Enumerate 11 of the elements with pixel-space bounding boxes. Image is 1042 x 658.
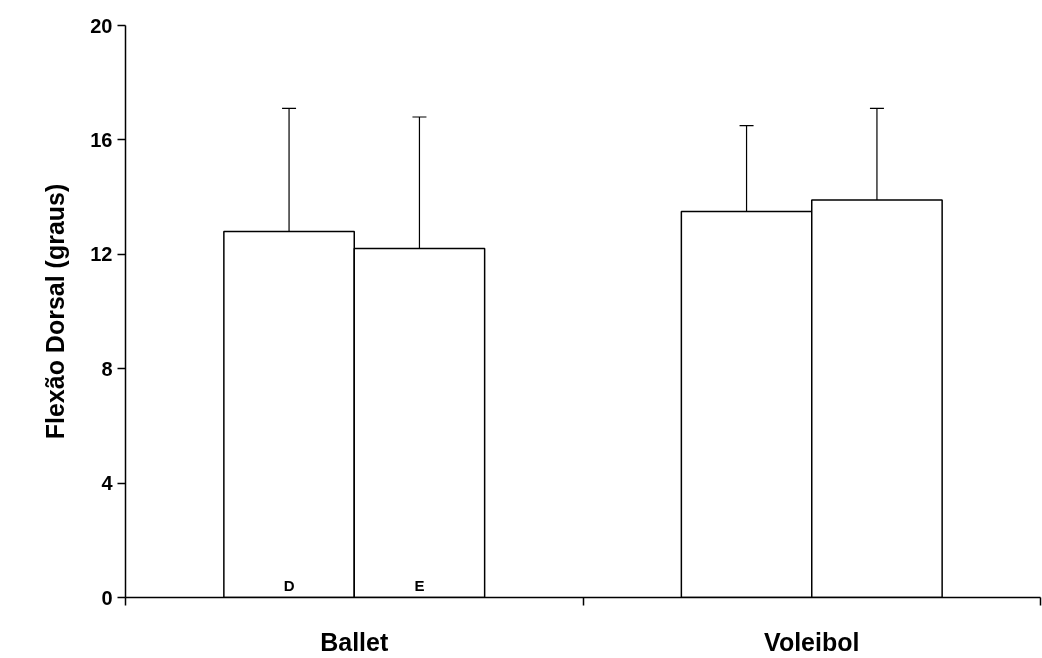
y-tick-label: 16 xyxy=(90,128,113,151)
y-tick-label: 12 xyxy=(90,243,113,266)
x-tick-label: Ballet xyxy=(320,627,389,656)
y-axis-title: Flexão Dorsal (graus) xyxy=(41,183,70,440)
y-tick-label: 8 xyxy=(101,357,113,380)
y-tick-label: 20 xyxy=(90,14,113,37)
series-label: D xyxy=(283,576,295,594)
series-label: E xyxy=(414,576,425,594)
y-tick-label: 0 xyxy=(101,586,113,609)
y-tick-label: 4 xyxy=(101,472,114,495)
x-tick-label: Voleibol xyxy=(764,627,860,656)
